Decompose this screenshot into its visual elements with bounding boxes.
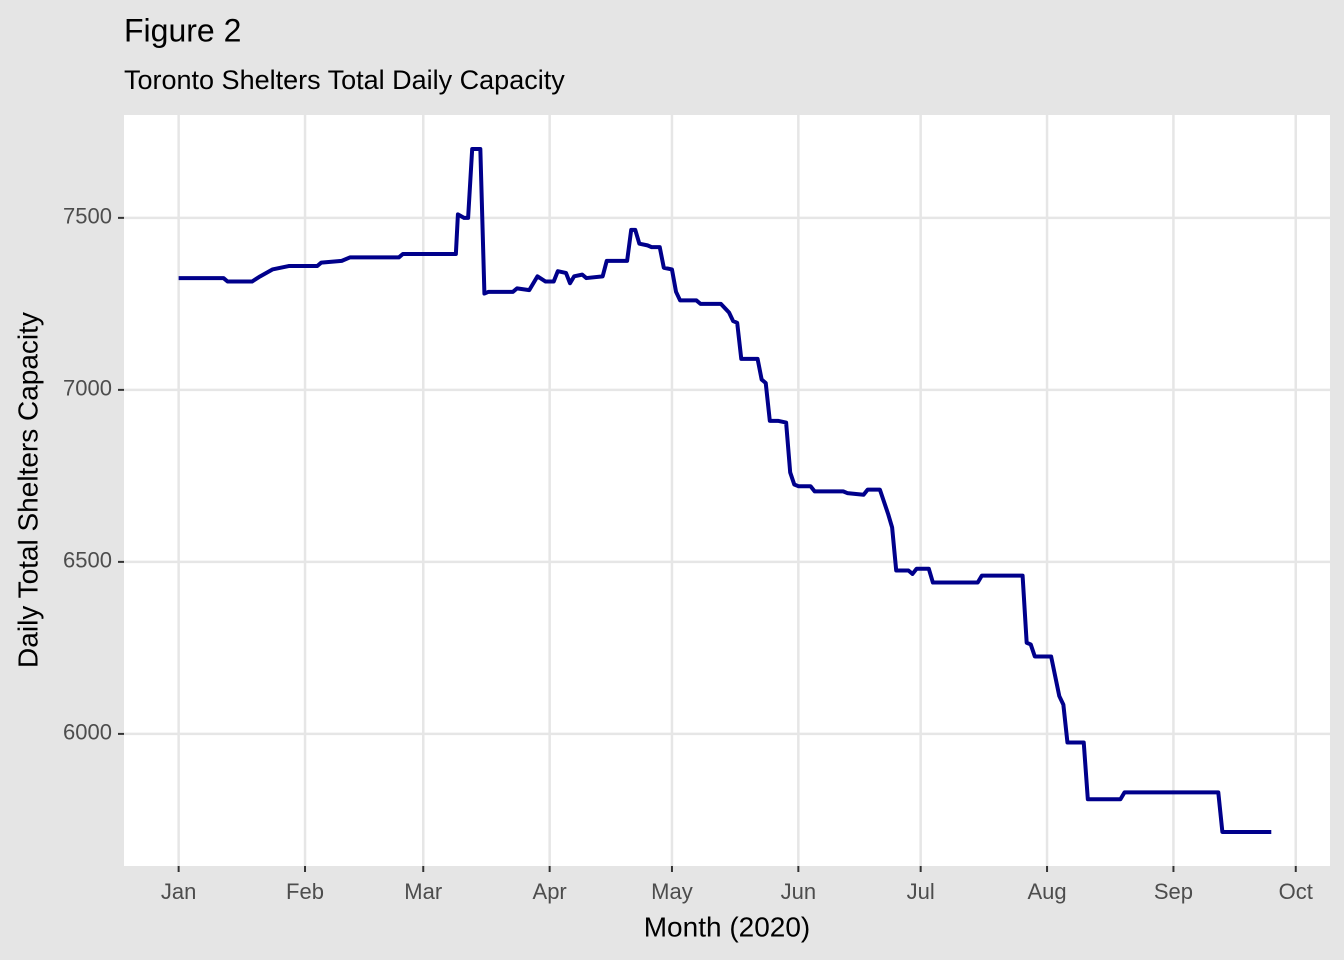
data-line [178, 147, 1272, 834]
y-tick-label: 7500 [63, 204, 112, 229]
x-tick-label: Mar [404, 879, 442, 904]
x-tick-label: Jul [907, 879, 935, 904]
y-tick-label: 7000 [63, 376, 112, 401]
x-tick-label: Apr [533, 879, 567, 904]
x-axis-title: Month (2020) [644, 911, 811, 942]
x-tick-label: Sep [1154, 879, 1193, 904]
panel [124, 115, 1330, 866]
y-tick-label: 6500 [63, 548, 112, 573]
chart-title: Figure 2 [124, 12, 241, 48]
x-tick-label: Jan [161, 879, 196, 904]
x-tick-label: Jun [781, 879, 816, 904]
y-axis-title: Daily Total Shelters Capacity [12, 312, 43, 668]
x-tick-label: Oct [1279, 879, 1313, 904]
x-tick-label: May [651, 879, 693, 904]
chart-subtitle: Toronto Shelters Total Daily Capacity [124, 65, 565, 95]
x-tick-label: Aug [1027, 879, 1066, 904]
y-tick-label: 6000 [63, 720, 112, 745]
x-tick-label: Feb [286, 879, 324, 904]
